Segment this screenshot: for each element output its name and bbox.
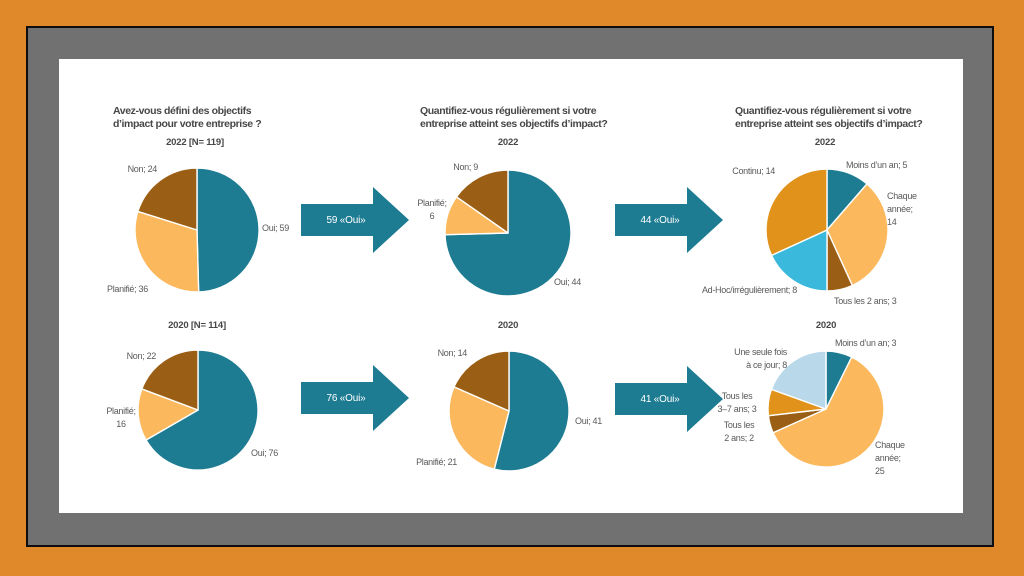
arrow-label: 59 «Oui»: [326, 214, 366, 226]
pie-slice: [448, 386, 510, 470]
arrow-polygon: [615, 366, 723, 432]
chart-subtitle: 2020: [815, 320, 837, 331]
pie-slice: [765, 168, 828, 257]
arrow-label: 76 «Oui»: [326, 392, 366, 404]
pie-slice: [141, 349, 199, 411]
arrow-polygon: [301, 187, 409, 253]
pie-slice: [137, 167, 198, 231]
chart-title: Quantifiez-vous régulièrement si votre e…: [420, 105, 608, 130]
chart-title: Quantifiez-vous régulièrement si votre e…: [735, 105, 923, 130]
pie-label: Tous les 2 ans; 3: [834, 296, 897, 306]
pie-label: Planifié; 36: [107, 284, 148, 294]
pie-label: Non; 22: [126, 351, 157, 361]
flow-arrow-top-right: 44 «Oui»: [615, 187, 723, 253]
pie-label: Planifié; 6: [417, 198, 447, 221]
pie-slice: [455, 169, 509, 234]
arrow-label: 41 «Oui»: [640, 393, 680, 405]
pie-label: Oui; 76: [251, 448, 278, 458]
flow-arrow-bottom-left: 76 «Oui»: [301, 365, 409, 431]
pie-slice: [453, 350, 510, 412]
pie: [765, 168, 889, 292]
pie-slice: [770, 229, 828, 292]
pie-label: Planifié; 21: [416, 457, 457, 467]
pie-label: Oui; 41: [575, 416, 602, 426]
pie-slice: [145, 349, 259, 471]
pie-label: Une seule fois à ce jour; 8: [734, 347, 787, 370]
pie: [448, 350, 570, 472]
pie-label: Moins d’un an; 5: [846, 160, 908, 170]
pie-slice: [770, 350, 827, 410]
chart-subtitle: 2022: [814, 137, 836, 148]
pie-label: Non; 14: [437, 348, 468, 358]
arrow-polygon: [615, 187, 723, 253]
pie-label: Moins d’un an; 3: [835, 338, 897, 348]
pie-label: Chaque année; 25: [875, 440, 905, 476]
pie-label: Non; 24: [127, 164, 158, 174]
flow-arrow-top-left: 59 «Oui»: [301, 187, 409, 253]
pie-label: Oui; 59: [262, 223, 289, 233]
pie-label: Ad-Hoc/irrégulièrement; 8: [701, 285, 797, 295]
pie-label: Tous les 3–7 ans; 3: [717, 391, 757, 414]
arrow-shape: [615, 187, 723, 253]
chart-title: Avez-vous défini des objectifs d’impact …: [113, 105, 262, 130]
flow-arrow-bottom-right: 41 «Oui»: [615, 366, 723, 432]
gray-frame: Avez-vous défini des objectifs d’impact …: [26, 26, 994, 547]
pie: [134, 167, 260, 293]
arrow-shape: [301, 187, 409, 253]
pie-slice: [772, 356, 885, 468]
pie-slice: [493, 350, 570, 472]
arrow-polygon: [301, 365, 409, 431]
pie-slice: [196, 167, 260, 293]
arrow-shape: [301, 365, 409, 431]
pie-label: Chaque année; 14: [887, 191, 917, 227]
arrow-shape: [615, 366, 723, 432]
pie-slice: [134, 210, 200, 293]
pie: [767, 350, 885, 468]
chart-subtitle: 2022 [N= 119]: [166, 137, 224, 148]
pie-label: Tous les 2 ans; 2: [723, 420, 755, 443]
pie-label: Planifié; 16: [106, 406, 136, 429]
arrow-label: 44 «Oui»: [640, 214, 680, 226]
chart-subtitle: 2020: [497, 320, 519, 331]
pie-slice: [137, 388, 199, 441]
chart-subtitle: 2020 [N= 114]: [168, 320, 226, 331]
pie: [444, 169, 572, 297]
chart-subtitle: 2022: [497, 137, 519, 148]
pie-label: Continu; 14: [732, 166, 775, 176]
slide: Avez-vous défini des objectifs d’impact …: [59, 59, 963, 513]
pie-slice: [826, 183, 889, 287]
pie-label: Non; 9: [453, 162, 478, 172]
pie-label: Oui; 44: [554, 277, 581, 287]
pie: [137, 349, 259, 471]
